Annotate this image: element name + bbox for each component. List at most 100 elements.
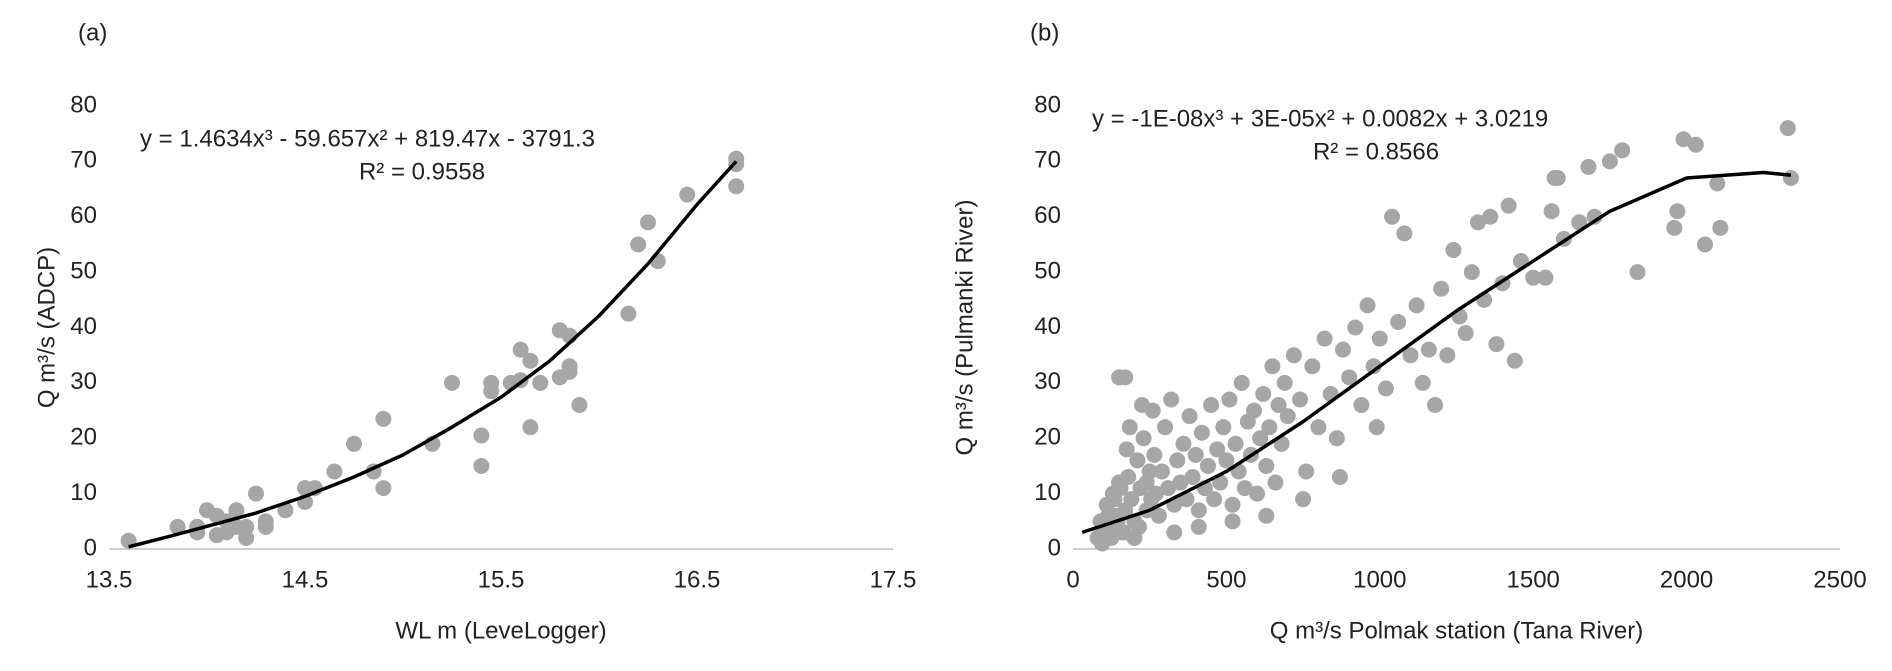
point xyxy=(346,435,362,452)
point xyxy=(1469,214,1486,231)
point xyxy=(1153,463,1170,480)
point xyxy=(1117,369,1134,386)
point xyxy=(1427,397,1444,414)
point xyxy=(1279,408,1296,425)
point xyxy=(169,518,186,535)
point xyxy=(1218,452,1235,469)
point xyxy=(1150,507,1167,524)
x-axis-title: WL m (LeveLogger) xyxy=(395,617,606,644)
trendline-r2: R² = 0.8566 xyxy=(1313,138,1439,165)
point xyxy=(630,236,647,253)
x-tick-label: 13.5 xyxy=(86,566,133,593)
point xyxy=(1316,330,1333,347)
point xyxy=(375,480,392,497)
point xyxy=(1276,374,1293,391)
point xyxy=(1143,491,1160,508)
trendline-r2: R² = 0.9558 xyxy=(359,158,485,185)
point xyxy=(1697,236,1714,253)
y-tick-label: 20 xyxy=(1034,424,1061,451)
y-tick-label: 60 xyxy=(1034,202,1061,229)
point xyxy=(444,374,460,391)
point xyxy=(375,410,392,427)
point xyxy=(483,374,500,391)
point xyxy=(1184,469,1201,486)
point xyxy=(1396,225,1413,242)
point xyxy=(1390,313,1407,330)
point xyxy=(1439,347,1456,364)
point xyxy=(1270,397,1287,414)
point xyxy=(1331,469,1348,486)
point xyxy=(1129,452,1146,469)
point xyxy=(1629,264,1646,281)
point xyxy=(1304,358,1321,375)
point xyxy=(1249,485,1266,502)
point xyxy=(238,529,255,546)
point xyxy=(1181,408,1198,425)
point xyxy=(1209,441,1226,458)
point xyxy=(1675,131,1692,148)
point xyxy=(1328,430,1345,447)
point xyxy=(1115,524,1132,541)
point xyxy=(238,518,255,535)
point xyxy=(1500,197,1517,214)
y-tick-label: 80 xyxy=(1034,91,1061,118)
point xyxy=(1310,419,1327,436)
point xyxy=(1135,430,1152,447)
y-tick-label: 60 xyxy=(70,202,97,229)
point xyxy=(1123,491,1140,508)
point xyxy=(571,397,588,414)
point xyxy=(1175,435,1192,452)
point xyxy=(1549,169,1566,186)
point xyxy=(1408,297,1425,314)
point xyxy=(1371,330,1388,347)
point xyxy=(512,341,529,358)
point xyxy=(1433,280,1450,297)
point xyxy=(326,463,343,480)
point xyxy=(1377,380,1394,397)
point xyxy=(1601,153,1618,170)
point xyxy=(1258,507,1275,524)
point xyxy=(1267,474,1284,491)
x-axis-title: Q m³/s Polmak station (Tana River) xyxy=(1270,617,1643,644)
point xyxy=(1292,391,1309,408)
point xyxy=(1163,391,1180,408)
point xyxy=(1384,208,1401,225)
point xyxy=(1666,219,1683,236)
panel-label: (a) xyxy=(78,19,107,46)
point xyxy=(1525,269,1542,286)
y-tick-label: 20 xyxy=(70,424,97,451)
point xyxy=(1779,120,1796,137)
point xyxy=(1580,158,1597,175)
point xyxy=(1353,397,1370,414)
y-tick-label: 10 xyxy=(1034,479,1061,506)
y-tick-label: 30 xyxy=(1034,368,1061,395)
trendline-equation: y = 1.4634x³ - 59.657x² + 819.47x - 3791… xyxy=(140,125,595,152)
x-tick-label: 15.5 xyxy=(478,566,525,593)
point xyxy=(1298,463,1315,480)
point xyxy=(679,186,696,203)
point xyxy=(1334,341,1351,358)
y-tick-label: 10 xyxy=(70,479,97,506)
x-tick-label: 2500 xyxy=(1813,566,1866,593)
point xyxy=(1420,341,1437,358)
panel-label: (b) xyxy=(1030,19,1059,46)
point xyxy=(1341,369,1358,386)
y-tick-label: 0 xyxy=(1048,534,1061,561)
point xyxy=(257,518,274,535)
point xyxy=(1709,175,1726,192)
point xyxy=(1206,491,1223,508)
point xyxy=(1782,169,1799,186)
point xyxy=(1586,208,1603,225)
point xyxy=(1138,474,1155,491)
point xyxy=(1543,203,1560,220)
point xyxy=(1264,358,1281,375)
point xyxy=(1130,518,1147,535)
point xyxy=(1365,358,1382,375)
point xyxy=(473,457,490,474)
point xyxy=(1463,264,1480,281)
y-tick-label: 70 xyxy=(1034,147,1061,174)
point xyxy=(1190,502,1207,519)
point xyxy=(1157,419,1174,436)
trendline xyxy=(128,160,738,549)
